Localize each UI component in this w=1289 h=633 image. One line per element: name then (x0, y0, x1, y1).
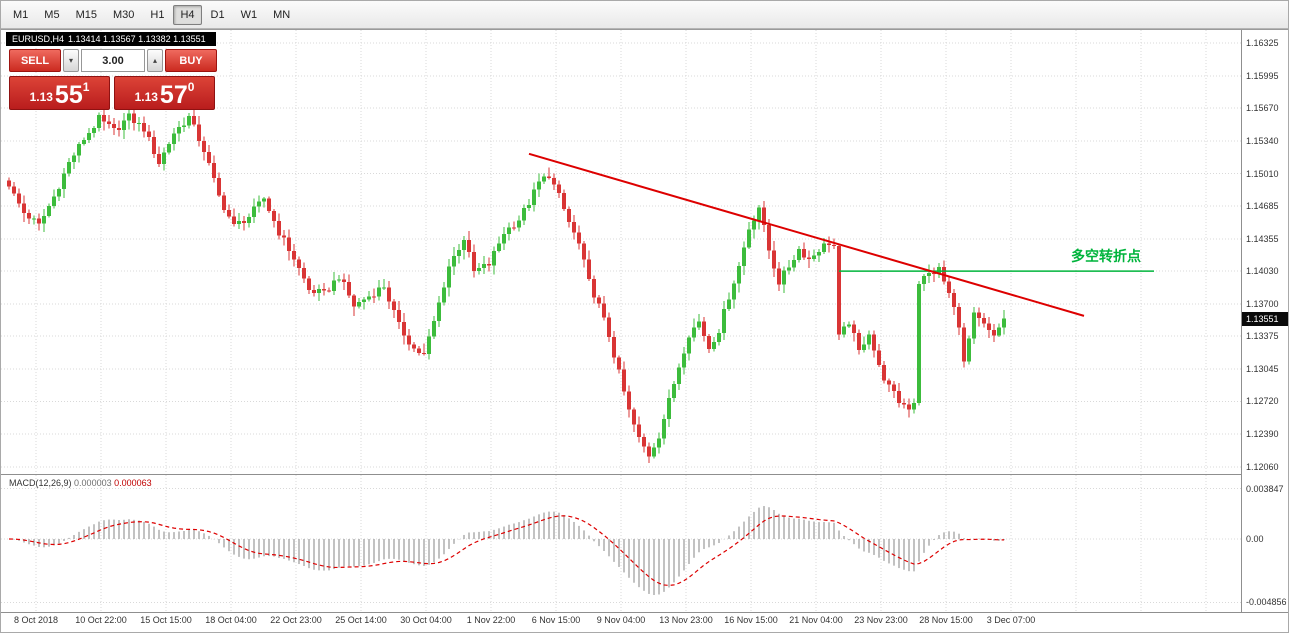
macd-axis-label: -0.004856 (1246, 597, 1287, 608)
time-axis-label: 9 Nov 04:00 (596, 615, 646, 625)
timeframe-button-m30[interactable]: M30 (106, 5, 141, 25)
trade-controls-row: SELL ▾ 3.00 ▴ BUY (9, 49, 219, 72)
timeframe-button-m15[interactable]: M15 (69, 5, 104, 25)
bid-price-prefix: 1.13 (29, 90, 53, 104)
chevron-down-icon: ▾ (68, 55, 73, 65)
time-axis-separator (1, 612, 1288, 613)
chevron-up-icon: ▴ (152, 55, 157, 65)
time-axis-label: 28 Nov 15:00 (919, 615, 973, 625)
price-axis-label: 1.15340 (1246, 135, 1279, 146)
time-axis-label: 22 Oct 23:00 (270, 615, 322, 625)
panel-splitter[interactable] (1, 474, 1288, 475)
timeframe-button-h1[interactable]: H1 (143, 5, 171, 25)
chart-area[interactable]: EURUSD,H4 1.13414 1.13567 1.13382 1.13551… (1, 29, 1288, 630)
ask-price-prefix: 1.13 (134, 90, 158, 104)
one-click-trade-panel: SELL ▾ 3.00 ▴ BUY 1.13 55 1 1.13 57 0 (9, 49, 219, 110)
bid-price-box[interactable]: 1.13 55 1 (9, 76, 110, 110)
ohlc-values: 1.13414 1.13567 1.13382 1.13551 (68, 34, 206, 44)
price-axis-label: 1.14030 (1246, 266, 1279, 277)
macd-signal-line (8, 515, 1005, 587)
macd-value-signal: 0.000063 (114, 478, 152, 488)
price-axis-label: 1.13700 (1246, 298, 1279, 309)
macd-axis-label: 0.003847 (1246, 483, 1284, 494)
volume-increase-button[interactable]: ▴ (147, 49, 163, 72)
price-axis-label: 1.14685 (1246, 201, 1279, 212)
time-axis-label: 25 Oct 14:00 (335, 615, 387, 625)
current-price-badge: 1.13551 (1242, 311, 1288, 326)
macd-indicator-label: MACD(12,26,9) 0.000003 0.000063 (9, 478, 152, 488)
time-axis-label: 8 Oct 2018 (13, 615, 59, 625)
macd-name: MACD(12,26,9) (9, 478, 72, 488)
time-axis-label: 1 Nov 22:00 (466, 615, 516, 625)
price-axis-label: 1.14355 (1246, 233, 1279, 244)
time-axis-label: 3 Dec 07:00 (986, 615, 1036, 625)
timeframe-button-m5[interactable]: M5 (37, 5, 66, 25)
price-axis-label: 1.15670 (1246, 103, 1279, 114)
descending-trendline (528, 152, 1085, 317)
price-axis[interactable]: 1.13551 1.16325 1.15995 1.15670 1.15340 1.15… (1241, 30, 1288, 612)
bid-price-main: 55 (54, 80, 83, 109)
bid-price-pip: 1 (82, 80, 90, 94)
buy-button[interactable]: BUY (165, 49, 217, 72)
time-axis-label: 21 Nov 04:00 (789, 615, 843, 625)
time-axis-label: 30 Oct 04:00 (400, 615, 452, 625)
price-axis-label: 1.15995 (1246, 70, 1279, 81)
time-axis-label: 23 Nov 23:00 (854, 615, 908, 625)
candles (7, 106, 1006, 463)
time-axis-label: 6 Nov 15:00 (531, 615, 581, 625)
time-axis-label: 16 Nov 15:00 (724, 615, 778, 625)
time-axis-label: 15 Oct 15:00 (140, 615, 192, 625)
timeframe-button-m1[interactable]: M1 (6, 5, 35, 25)
price-axis-label: 1.16325 (1246, 38, 1279, 48)
ask-price-box[interactable]: 1.13 57 0 (114, 76, 215, 110)
time-axis-label: 10 Oct 22:00 (75, 615, 127, 625)
macd-axis-label: 0.00 (1246, 534, 1264, 544)
timeframe-button-d1[interactable]: D1 (204, 5, 232, 25)
timeframe-button-w1[interactable]: W1 (234, 5, 265, 25)
trade-prices-row: 1.13 55 1 1.13 57 0 (9, 76, 219, 110)
trend-annotation-label[interactable]: 多空转折点 (1071, 249, 1141, 265)
grid-lines (1, 30, 1241, 474)
price-axis-label: 1.13375 (1246, 331, 1279, 342)
price-axis-label: 1.12720 (1246, 396, 1279, 407)
timeframe-toolbar: M1 M5 M15 M30 H1 H4 D1 W1 MN (1, 1, 1288, 29)
price-axis-label: 1.12390 (1246, 429, 1279, 440)
price-axis-label: 1.13045 (1246, 364, 1279, 375)
price-axis-label: 1.15010 (1246, 168, 1279, 179)
macd-indicator-chart[interactable] (1, 475, 1241, 612)
macd-grid-lines (1, 475, 1241, 612)
volume-input[interactable]: 3.00 (81, 49, 145, 72)
ask-price-pip: 0 (187, 80, 195, 94)
ask-price-main: 57 (159, 80, 188, 109)
timeframe-button-mn[interactable]: MN (266, 5, 297, 25)
time-axis-label: 13 Nov 23:00 (659, 615, 713, 625)
time-axis-label: 18 Oct 04:00 (205, 615, 257, 625)
symbol-label: EURUSD,H4 (12, 34, 65, 44)
macd-value-main: 0.000003 (74, 478, 112, 488)
sell-button[interactable]: SELL (9, 49, 61, 72)
price-chart[interactable] (1, 30, 1241, 474)
price-axis-label: 1.12060 (1246, 461, 1279, 472)
macd-histogram (13, 506, 1005, 595)
volume-decrease-button[interactable]: ▾ (63, 49, 79, 72)
time-axis[interactable]: 8 Oct 2018 10 Oct 22:00 15 Oct 15:00 18 Oct… (1, 614, 1288, 630)
symbol-info: EURUSD,H4 1.13414 1.13567 1.13382 1.13551 (6, 32, 216, 46)
timeframe-button-h4[interactable]: H4 (173, 4, 202, 25)
